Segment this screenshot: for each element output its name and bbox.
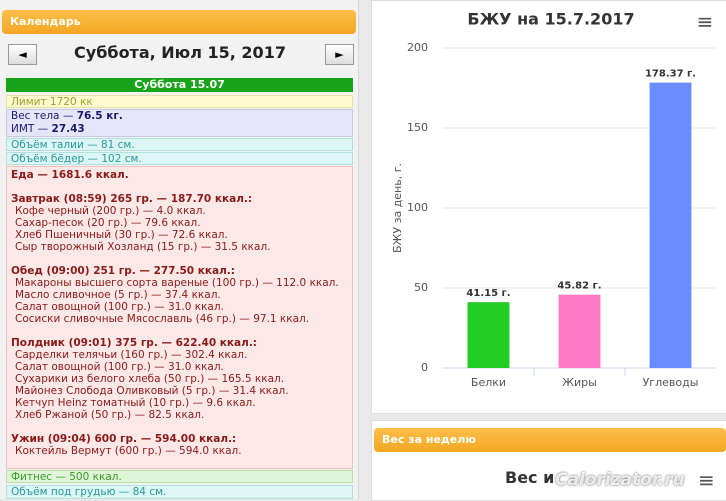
weight-line: Вес тела — 76.5 кг. [11,110,352,123]
meal-item: Сахар-песок (20 гр.) — 79.6 ккал. [15,217,201,229]
meal-item: Сыр творожный Хозланд (15 гр.) — 31.5 кк… [15,241,271,253]
chart-title: БЖУ на 15.7.2017 [467,10,634,29]
value-label: 41.15 г. [466,288,510,299]
weekly-header: Вес за неделю [374,428,726,452]
food-block: Еда — 1681.6 ккал. Завтрак (08:59) 265 гр… [6,166,353,469]
meal-item: Хлеб Ржаной (50 гр.) — 82.5 ккал. [15,409,205,421]
weight-row: Вес тела — 76.5 кг. ИМТ — 27.43 [6,109,353,137]
fitness-row: Фитнес — 500 ккал. [6,470,353,483]
meal-item: Сосиски сливочные Мясославль (46 гр.) — … [15,313,310,325]
meal-title: Ужин (09:04) 600 гр. — 594.00 ккал.: [11,433,237,445]
meal-item: Кофе черный (200 гр.) — 4.0 ккал. [15,205,206,217]
underbust-row: Объём под грудью — 84 см. [6,485,353,499]
weight-value: 76.5 кг. [76,110,123,122]
bmi-label: ИМТ — [11,123,49,135]
weekly-menu-icon[interactable]: ≡ [698,468,715,492]
meal-item: Салат овощной (100 гр.) — 31.0 ккал. [15,361,224,373]
limit-row: Лимит 1720 кк [6,95,353,108]
food-total: Еда — 1681.6 ккал. [11,169,129,181]
y-tick-label: 200 [407,41,428,54]
menu-icon[interactable]: ≡ [697,10,714,34]
y-tick-label: 50 [414,281,428,294]
meal-item: Салат овощной (100 гр.) — 31.0 ккал. [15,301,224,313]
bar [558,294,601,368]
day-header: Суббота 15.07 [6,78,353,92]
meal-gap [11,457,352,468]
meal-item: Кетчуп Heinz томатный (10 гр.) — 9.6 кка… [15,397,256,409]
y-tick-label: 0 [421,361,428,374]
y-tick-label: 150 [407,121,428,134]
bar [467,302,510,368]
hips-row: Объём бёдер — 102 см. [6,152,353,165]
x-tick-label: Жиры [562,376,597,389]
meal-item: Масло сливочное (5 гр.) — 37.4 ккал. [15,289,221,301]
meal-gap [11,253,352,265]
bar [649,82,692,368]
meal-item: Макароны высшего сорта вареные (100 гр.)… [15,277,339,289]
meal-item: Сарделки телячьи (160 гр.) — 302.4 ккал. [15,349,248,361]
meal-title: Полдник (09:01) 375 гр. — 622.40 ккал.: [11,337,258,349]
x-tick-label: Углеводы [643,376,699,389]
meal-gap [11,421,352,433]
bmi-line: ИМТ — 27.43 [11,123,352,136]
value-label: 178.37 г. [645,69,696,80]
prev-button[interactable]: ◄ [8,44,37,65]
next-button[interactable]: ► [325,44,354,65]
chart: БЖУ на 15.7.2017 ≡ БЖУ за день, г. 0 50 10… [391,10,716,389]
x-tick-label: Белки [471,376,506,389]
meal-item: Хлеб Пшеничный (30 гр.) — 72.6 ккал. [15,229,228,241]
y-tick-label: 100 [407,201,428,214]
watermark: Calorizator.ru [555,470,685,490]
weekly-title: Вес и [505,468,555,487]
waist-row: Объём талии — 81 см. [6,138,353,151]
meal-title: Обед (09:00) 251 гр. — 277.50 ккал.: [11,265,235,277]
meal-item: Майонез Слобода Оливковый (5 гр.) — 31.4… [15,385,289,397]
meal-item: Сухарики из белого хлеба (50 гр.) — 165.… [15,373,285,385]
bmi-value: 27.43 [51,123,85,135]
calendar-header: Календарь [2,10,356,34]
meal-item: Коктейль Вермут (600 гр.) — 594.0 ккал. [15,445,242,457]
date-title: Суббота, Июл 15, 2017 [74,43,286,62]
value-label: 45.82 г. [557,281,601,292]
weight-label: Вес тела — [11,110,74,122]
meal-title: Завтрак (08:59) 265 гр. — 187.70 ккал.: [11,193,253,205]
y-axis-label: БЖУ за день, г. [391,163,404,253]
meal-gap [11,325,352,337]
